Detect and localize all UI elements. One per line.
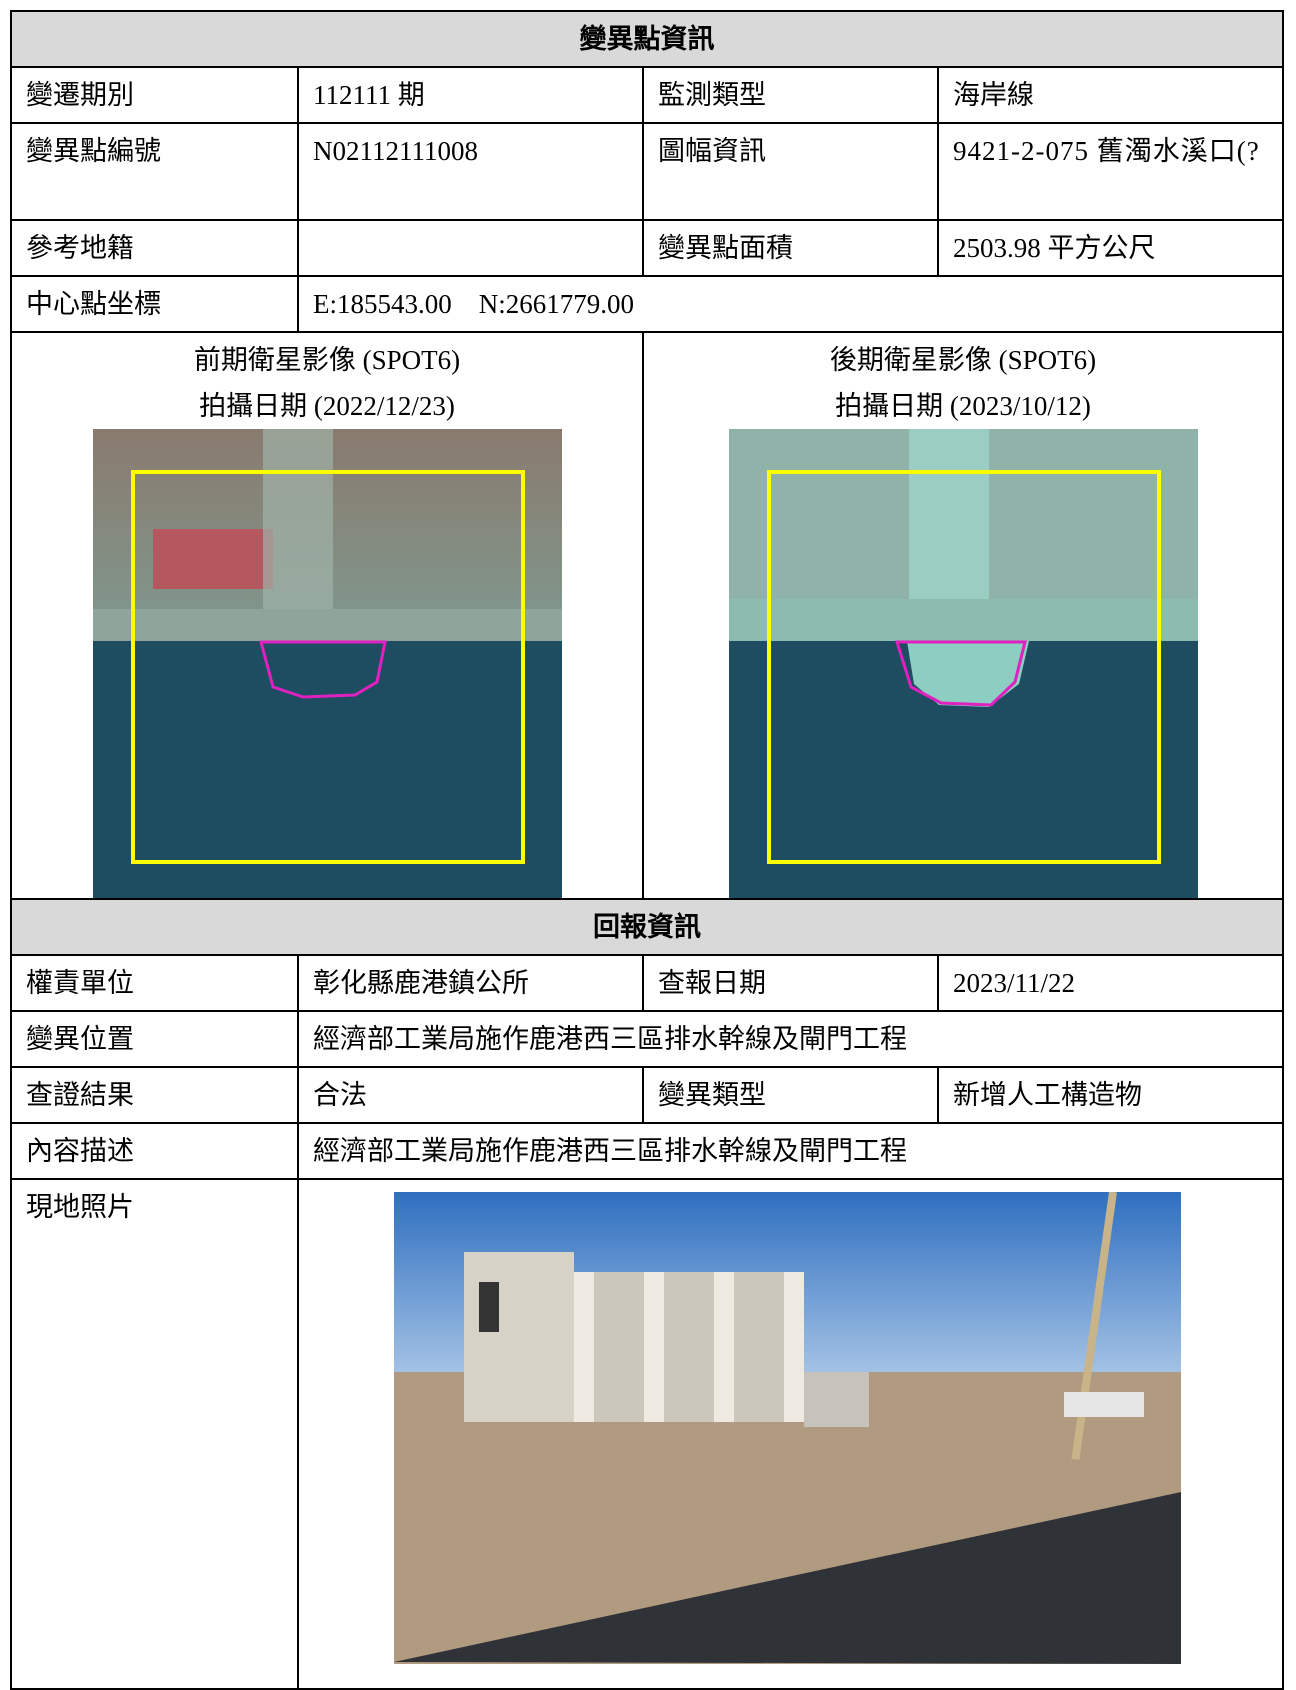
label: 內容描述 [10,1122,299,1180]
section-title: 回報資訊 [10,898,1284,956]
form-table: 變異點資訊 變遷期別 112111 期監測類型 海岸線 變異點編號 N02112111… [10,10,1284,1690]
value: E:185543.00 N:2661779.00 [297,275,1284,333]
value: 經濟部工業局施作鹿港西三區排水幹線及閘門工程 [297,1010,1284,1068]
value: 彰化縣鹿港鎮公所 [297,954,644,1012]
value: 經濟部工業局施作鹿港西三區排水幹線及閘門工程 [297,1122,1284,1180]
label: 變異點編號 [10,122,299,221]
value: 112111 期 [297,66,644,124]
label: 變異點面積 [642,219,939,277]
value: 合法 [297,1066,644,1124]
value: 海岸線 [937,66,1284,124]
after-cell: 後期衛星影像 (SPOT6) 拍攝日期 (2023/10/12) [642,331,1284,900]
label: 圖幅資訊 [642,122,939,221]
label: 權責單位 [10,954,299,1012]
section-title: 變異點資訊 [10,10,1284,68]
photo-cell [297,1178,1284,1690]
value: 2503.98 平方公尺 [937,219,1284,277]
value: 新增人工構造物 [937,1066,1284,1124]
label: 變遷期別 [10,66,299,124]
before-cell: 前期衛星影像 (SPOT6) 拍攝日期 (2022/12/23) [10,331,644,900]
caption: 拍攝日期 (2022/12/23) [199,391,455,421]
caption: 前期衛星影像 (SPOT6) [193,345,461,375]
value: 9421-2-075 舊濁水溪口(? [937,122,1284,221]
caption: 後期衛星影像 (SPOT6) [829,345,1097,375]
value: N02112111008 [297,122,644,221]
label: 變異位置 [10,1010,299,1068]
label: 參考地籍 [10,219,299,277]
label: 查報日期 [642,954,939,1012]
value [297,219,644,277]
label: 現地照片 [10,1178,299,1690]
satellite-after [728,429,1198,898]
caption: 拍攝日期 (2023/10/12) [835,391,1091,421]
label: 中心點坐標 [10,275,299,333]
label: 變異類型 [642,1066,939,1124]
label: 查證結果 [10,1066,299,1124]
label: 監測類型 [642,66,939,124]
site-photo [394,1192,1181,1664]
page: 變異點資訊 變遷期別 112111 期監測類型 海岸線 變異點編號 N02112111… [10,10,1284,1690]
value: 2023/11/22 [937,954,1284,1012]
satellite-before [92,429,562,898]
